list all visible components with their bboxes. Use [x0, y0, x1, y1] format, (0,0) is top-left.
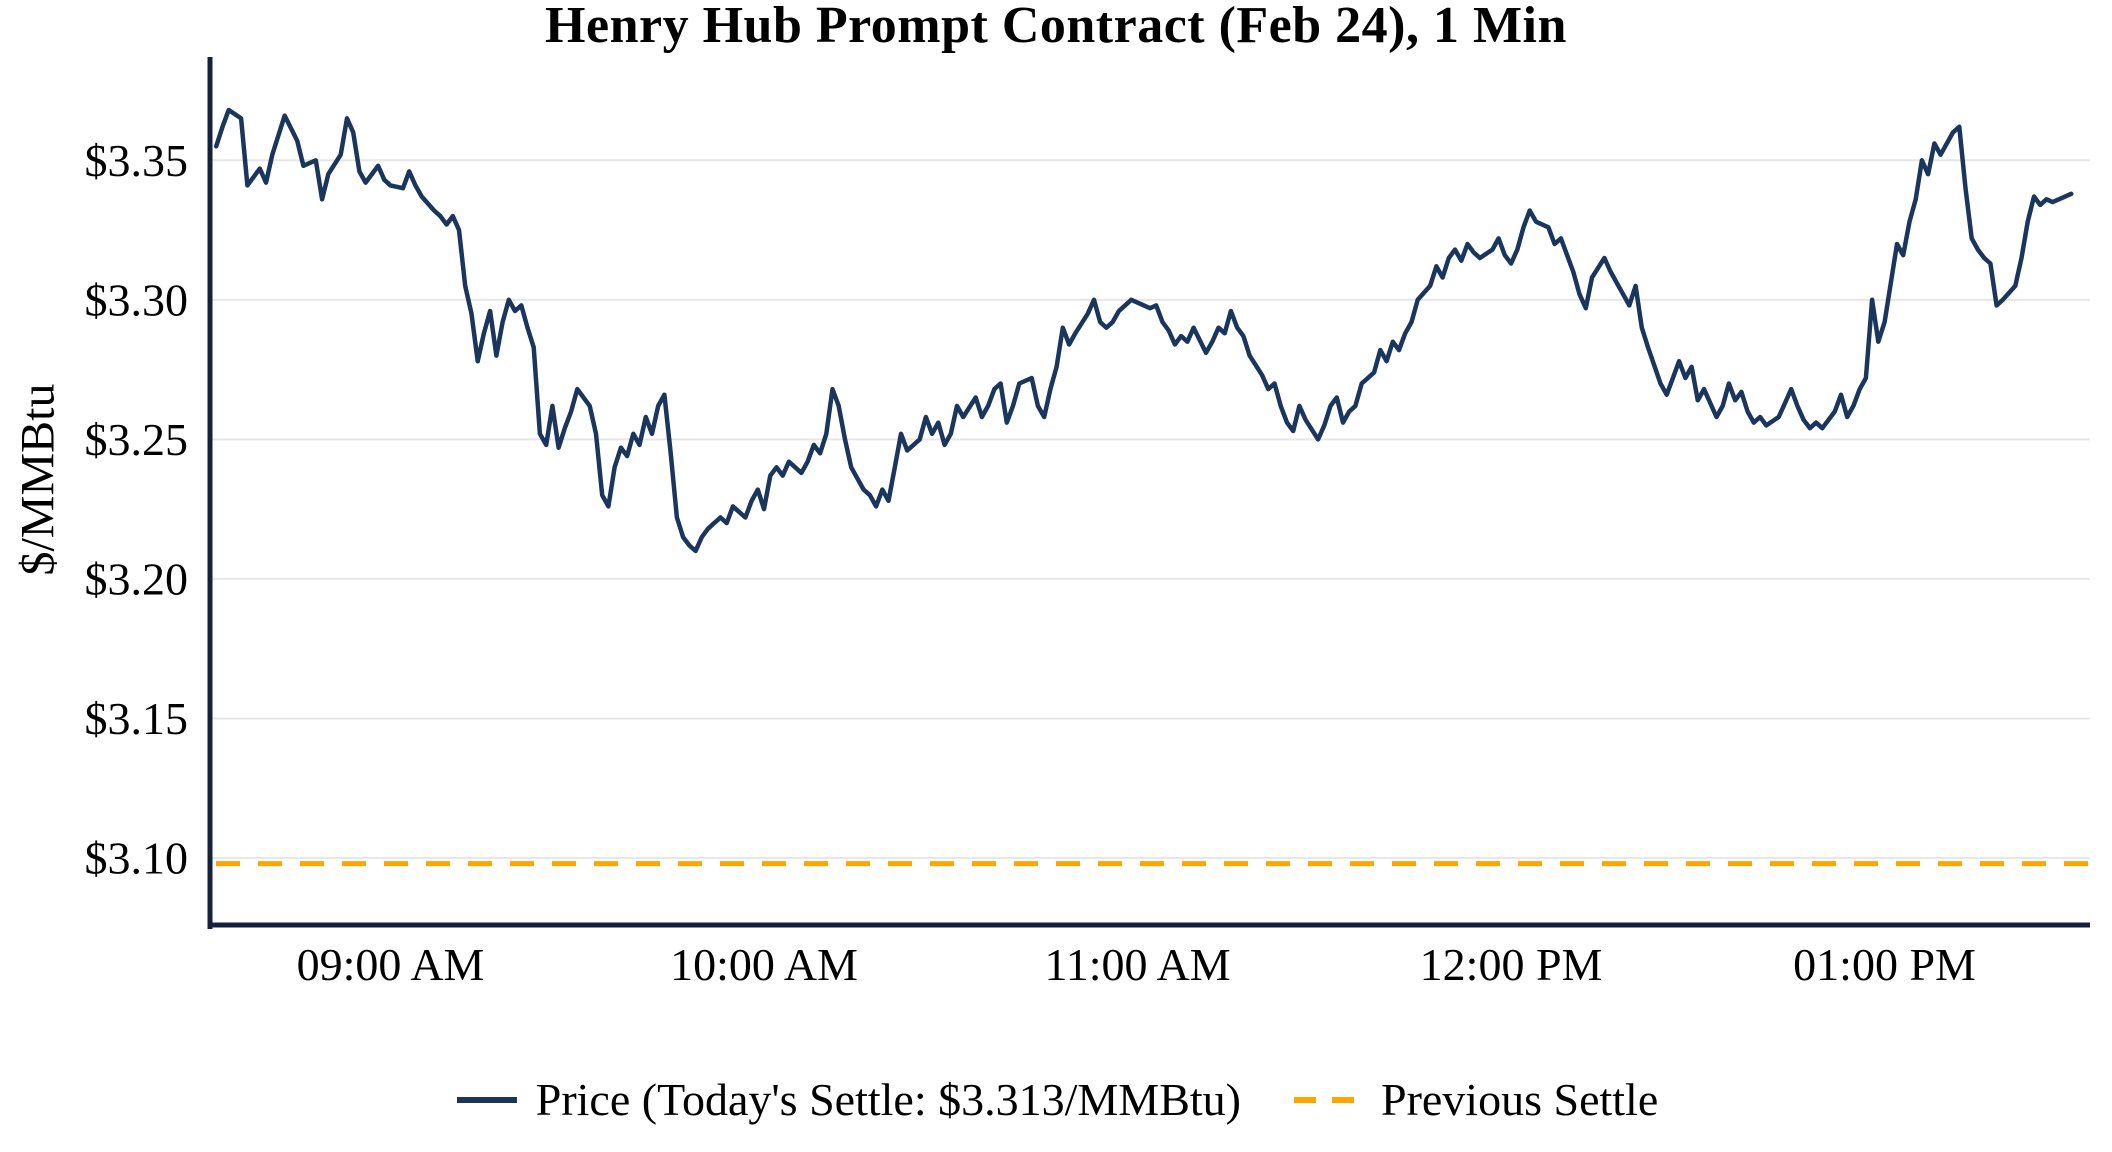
y-tick-label: $3.30	[85, 274, 189, 325]
legend: Price (Today's Settle: $3.313/MMBtu) Pre…	[0, 1073, 2112, 1126]
x-tick-label: 10:00 AM	[670, 939, 858, 990]
price-line	[213, 107, 2074, 554]
previous-settle-swatch	[1293, 1096, 1362, 1103]
x-tick-label: 11:00 AM	[1044, 939, 1230, 990]
y-tick-label: $3.10	[85, 833, 189, 884]
x-tick-label: 12:00 PM	[1420, 939, 1603, 990]
x-tick-label: 01:00 PM	[1793, 939, 1976, 990]
y-tick-label: $3.20	[85, 553, 189, 604]
price-line-swatch	[456, 1096, 517, 1103]
y-tick-label: $3.35	[85, 135, 189, 186]
chart-title: Henry Hub Prompt Contract (Feb 24), 1 Mi…	[545, 0, 1567, 54]
legend-price-label: Price (Today's Settle: $3.313/MMBtu)	[535, 1074, 1241, 1125]
y-tick-label: $3.25	[85, 414, 189, 465]
y-tick-label: $3.15	[85, 693, 189, 744]
legend-previous-settle-label: Previous Settle	[1380, 1074, 1659, 1125]
x-tick-label: 09:00 AM	[297, 939, 485, 990]
